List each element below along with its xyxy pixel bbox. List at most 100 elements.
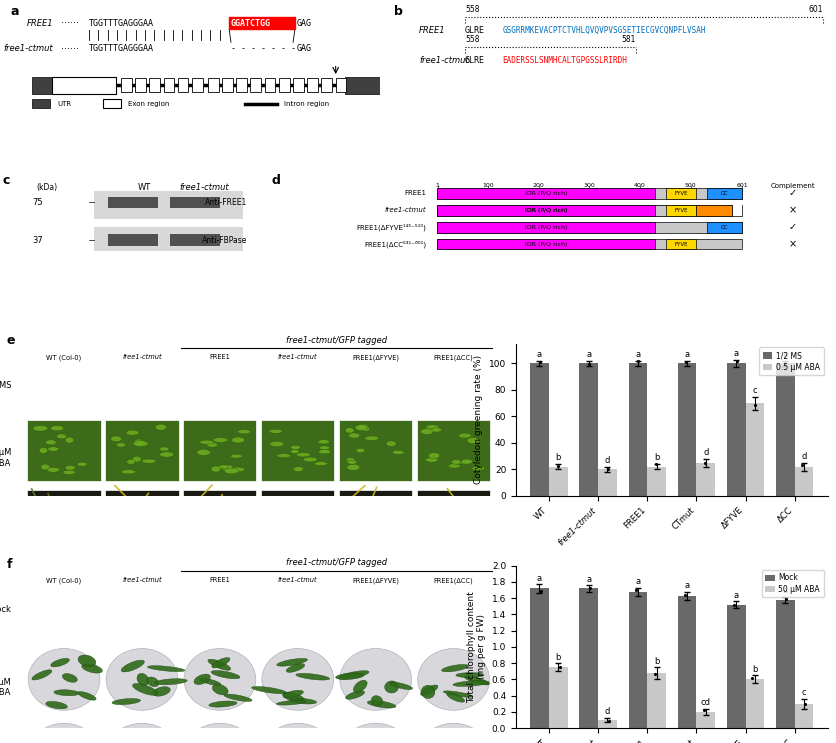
Bar [437,188,655,198]
Bar [265,79,275,92]
Ellipse shape [459,737,482,743]
Bar [666,239,696,250]
Ellipse shape [472,467,485,470]
Text: GLRE: GLRE [465,56,485,65]
Text: IDR (P/Q rich): IDR (P/Q rich) [525,224,568,230]
Text: b: b [555,652,561,661]
Ellipse shape [184,723,256,743]
Text: a: a [537,350,542,359]
Ellipse shape [28,649,100,710]
Text: f: f [7,557,12,571]
Text: Mock: Mock [0,605,11,614]
Bar [308,79,318,92]
Ellipse shape [448,464,461,468]
Ellipse shape [349,433,359,438]
Bar [437,239,655,250]
Bar [530,363,548,496]
Text: 558: 558 [465,35,480,44]
Ellipse shape [46,440,56,445]
Text: 1: 1 [436,183,440,188]
Ellipse shape [335,673,364,680]
Text: b: b [395,5,403,19]
Text: TGGTTTGAGGGAA: TGGTTTGAGGGAA [89,45,154,53]
Bar [696,712,715,728]
Text: a: a [586,350,591,359]
Bar [28,420,100,481]
Ellipse shape [153,687,171,696]
Text: GAG: GAG [297,19,312,27]
Text: FYVE: FYVE [674,208,688,212]
Ellipse shape [339,649,411,710]
Ellipse shape [319,446,329,450]
Ellipse shape [461,459,472,464]
Text: b: b [752,665,757,674]
Ellipse shape [78,462,87,467]
Bar [344,77,380,94]
Legend: 1/2 MS, 0.5 μM ABA: 1/2 MS, 0.5 μM ABA [759,348,823,375]
Ellipse shape [392,450,404,455]
Ellipse shape [222,465,233,471]
Ellipse shape [356,448,364,452]
Text: ······: ······ [60,18,79,28]
Text: Exon region: Exon region [128,101,170,107]
Ellipse shape [426,425,439,429]
Y-axis label: Cotyledon greening rate (%): Cotyledon greening rate (%) [475,355,483,484]
Bar [105,490,179,551]
Text: 200: 200 [533,183,544,188]
Bar [437,221,655,233]
Ellipse shape [290,446,300,450]
Bar [417,420,490,481]
Bar [437,205,732,215]
Ellipse shape [47,467,60,473]
Ellipse shape [194,674,211,684]
Bar [339,490,412,551]
Text: FREE1: FREE1 [420,27,446,36]
Ellipse shape [33,426,48,431]
Text: c: c [802,688,807,697]
Text: free1-ctmut: free1-ctmut [179,183,229,192]
Ellipse shape [209,701,237,707]
Bar [666,188,696,198]
Ellipse shape [464,676,490,685]
Text: a: a [782,350,788,359]
Bar [732,205,742,215]
Ellipse shape [135,439,144,445]
Text: a: a [734,348,739,357]
Ellipse shape [200,440,214,444]
Bar [579,588,598,728]
Ellipse shape [252,687,287,694]
Bar [629,363,647,496]
Text: - - - - - - - -: - - - - - - - - [231,45,306,53]
Ellipse shape [355,425,368,430]
Bar [208,79,218,92]
Ellipse shape [232,467,245,472]
Text: UTR: UTR [57,101,71,107]
Text: GGATCTGG: GGATCTGG [230,19,270,27]
Ellipse shape [82,663,103,673]
Text: free1-ctmut: free1-ctmut [122,577,162,583]
Text: free1-ctmut: free1-ctmut [278,577,318,583]
Text: 581: 581 [622,35,636,44]
Bar [103,100,121,108]
Bar [666,205,696,215]
Text: a: a [635,350,640,359]
Ellipse shape [446,693,465,702]
Text: d: d [703,448,708,457]
Ellipse shape [361,426,370,431]
Ellipse shape [346,458,354,462]
Bar [598,470,617,496]
Bar [222,79,232,92]
Text: d: d [802,452,807,461]
Text: FREE1: FREE1 [405,190,426,196]
Ellipse shape [116,443,125,447]
Bar [795,467,813,496]
Ellipse shape [112,698,140,704]
Text: ×: × [789,239,797,249]
Text: ······: ······ [60,44,79,53]
Text: a: a [586,574,591,583]
Text: Anti-FBPase: Anti-FBPase [202,236,247,244]
Bar [135,79,145,92]
Ellipse shape [314,461,328,466]
Ellipse shape [467,438,479,444]
Text: TGGTTTGAGGGAA: TGGTTTGAGGGAA [89,19,154,27]
